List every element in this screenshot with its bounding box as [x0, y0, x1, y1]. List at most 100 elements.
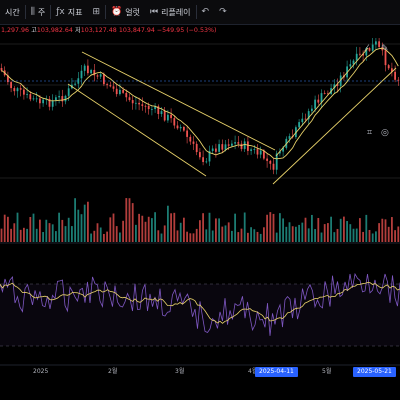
volume-bar	[266, 214, 268, 242]
volume-bar	[375, 231, 377, 242]
volume-bar	[151, 218, 153, 242]
templates-button[interactable]: ⊞	[87, 0, 105, 24]
candles-icon: ⫼	[30, 7, 35, 17]
candle-body	[141, 104, 144, 106]
eye-icon[interactable]: ◎	[381, 128, 389, 138]
candle-body	[263, 150, 265, 159]
candle-body	[211, 148, 214, 151]
diagonal-line-icon[interactable]: ⁄	[366, 44, 368, 54]
candle-body	[154, 106, 156, 110]
candle-body	[39, 98, 41, 104]
volume-bar	[295, 226, 297, 242]
descending-channel-upper	[81, 51, 276, 151]
candle-body	[55, 97, 57, 101]
replay-label: 리플레이	[161, 7, 191, 17]
volume-bar	[112, 213, 115, 242]
candle-body	[151, 109, 153, 110]
undo-button[interactable]: ↶	[197, 0, 215, 24]
volume-bar	[183, 217, 185, 242]
candle-body	[205, 161, 208, 163]
volume-bar	[231, 230, 233, 242]
volume-bar	[279, 213, 281, 242]
candle-body	[394, 71, 396, 80]
redo-button[interactable]: ↷	[214, 0, 232, 24]
candle-body	[96, 75, 99, 77]
indicators-label: 지표	[67, 7, 83, 17]
candle-body	[74, 83, 76, 85]
volume-bar	[311, 214, 313, 242]
volume-bar	[13, 223, 16, 242]
volume-bar	[272, 213, 275, 242]
candle-body	[253, 149, 256, 150]
volume-bar	[157, 230, 160, 242]
volume-bar	[0, 228, 3, 242]
replay-button[interactable]: ⏮ 리플레이	[145, 0, 196, 24]
chart-type-button[interactable]: ⫼ 주	[26, 0, 51, 24]
indicators-icon: ƒx	[56, 7, 65, 17]
volume-bar	[32, 213, 35, 242]
candle-body	[61, 96, 64, 102]
candle-body	[192, 141, 195, 144]
volume-bar	[397, 226, 400, 242]
price-panel[interactable]	[0, 38, 400, 185]
candle-body	[333, 84, 336, 89]
candle-body	[64, 95, 67, 102]
volume-bar	[176, 230, 179, 242]
volume-bar	[115, 226, 118, 242]
volume-bar	[64, 226, 67, 242]
candle-body	[256, 149, 259, 155]
candle-body	[352, 60, 355, 65]
x-tick-label: 2025	[33, 368, 49, 375]
descending-channel-lower	[67, 83, 207, 177]
indicators-button[interactable]: ƒx 지표	[51, 0, 87, 24]
candle-body	[266, 158, 268, 161]
pencil-icon[interactable]: ✎	[381, 44, 389, 54]
volume-bar	[365, 214, 368, 242]
x-tick-label: 4월	[248, 368, 258, 375]
candle-body	[99, 74, 102, 77]
high-value: 103,982.64	[36, 27, 73, 34]
volume-bar	[224, 225, 227, 242]
volume-bar	[16, 212, 19, 242]
ascending-channel-upper	[275, 47, 369, 157]
cursor-date-label-end: 2025-05-21	[353, 367, 396, 377]
candle-body	[173, 118, 176, 126]
candle-body	[317, 99, 320, 103]
volume-bar	[247, 232, 249, 242]
volume-bar	[282, 218, 284, 242]
interval-button[interactable]: 시간	[0, 0, 25, 24]
candle-body	[368, 48, 371, 51]
chart-canvas[interactable]	[0, 38, 400, 400]
candle-body	[349, 64, 352, 67]
candle-body	[250, 149, 252, 151]
volume-bar	[83, 204, 86, 242]
candle-body	[199, 152, 201, 158]
volume-bar	[19, 229, 22, 242]
volume-bar	[135, 224, 137, 242]
candle-body	[135, 102, 137, 104]
volume-bar	[208, 212, 211, 242]
templates-grid-icon: ⊞	[92, 7, 101, 17]
drawing-tools-icon[interactable]: ⌗	[367, 128, 373, 138]
alert-label: 얼럿	[125, 7, 140, 17]
candle-body	[275, 153, 278, 170]
volume-bar	[131, 203, 134, 242]
alert-button[interactable]: ⏰ 얼럿	[106, 0, 145, 24]
volume-bar	[103, 233, 105, 242]
candle-body	[48, 98, 51, 107]
candle-body	[365, 48, 368, 56]
volume-bar	[323, 224, 326, 242]
candle-body	[109, 85, 112, 87]
volume-bar	[58, 212, 60, 242]
candle-body	[87, 65, 89, 74]
candle-body	[378, 41, 380, 47]
candle-body	[397, 79, 400, 81]
candle-body	[371, 44, 374, 51]
volume-bar	[317, 217, 320, 242]
candle-body	[336, 84, 339, 86]
ohlc-legend: 1,297.96 고103,982.64 저103,127.48 103,847…	[0, 24, 400, 38]
candle-body	[247, 141, 249, 151]
osc-band-fill	[0, 284, 400, 346]
volume-bar	[352, 228, 355, 242]
candle-body	[320, 93, 323, 103]
